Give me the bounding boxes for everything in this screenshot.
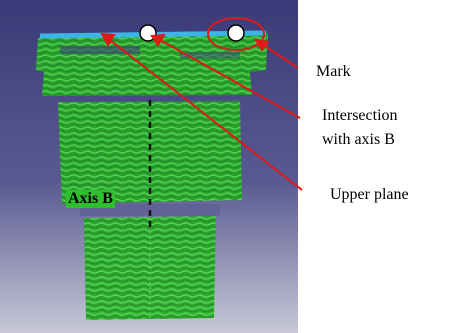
intersection-label-line2: with axis B: [322, 131, 395, 148]
mark-arrow: [261, 43, 299, 69]
mark-ellipse: [207, 17, 265, 51]
point-cloud: [36, 33, 268, 320]
mark-label: Mark: [316, 63, 351, 80]
upper-plane-arrow: [109, 39, 303, 191]
mark-arrowhead: [254, 38, 270, 52]
upper-plane-label: Upper plane: [330, 186, 409, 203]
intersection-arrow: [159, 39, 301, 119]
mark-point: [227, 24, 245, 42]
intersection-label-line1: Intersection: [322, 107, 398, 124]
annotation-arrows: [100, 32, 303, 191]
intersection-arrowhead: [150, 33, 166, 47]
axis-b-label: Axis B: [66, 190, 115, 208]
upper-plane-arrowhead: [100, 32, 116, 48]
